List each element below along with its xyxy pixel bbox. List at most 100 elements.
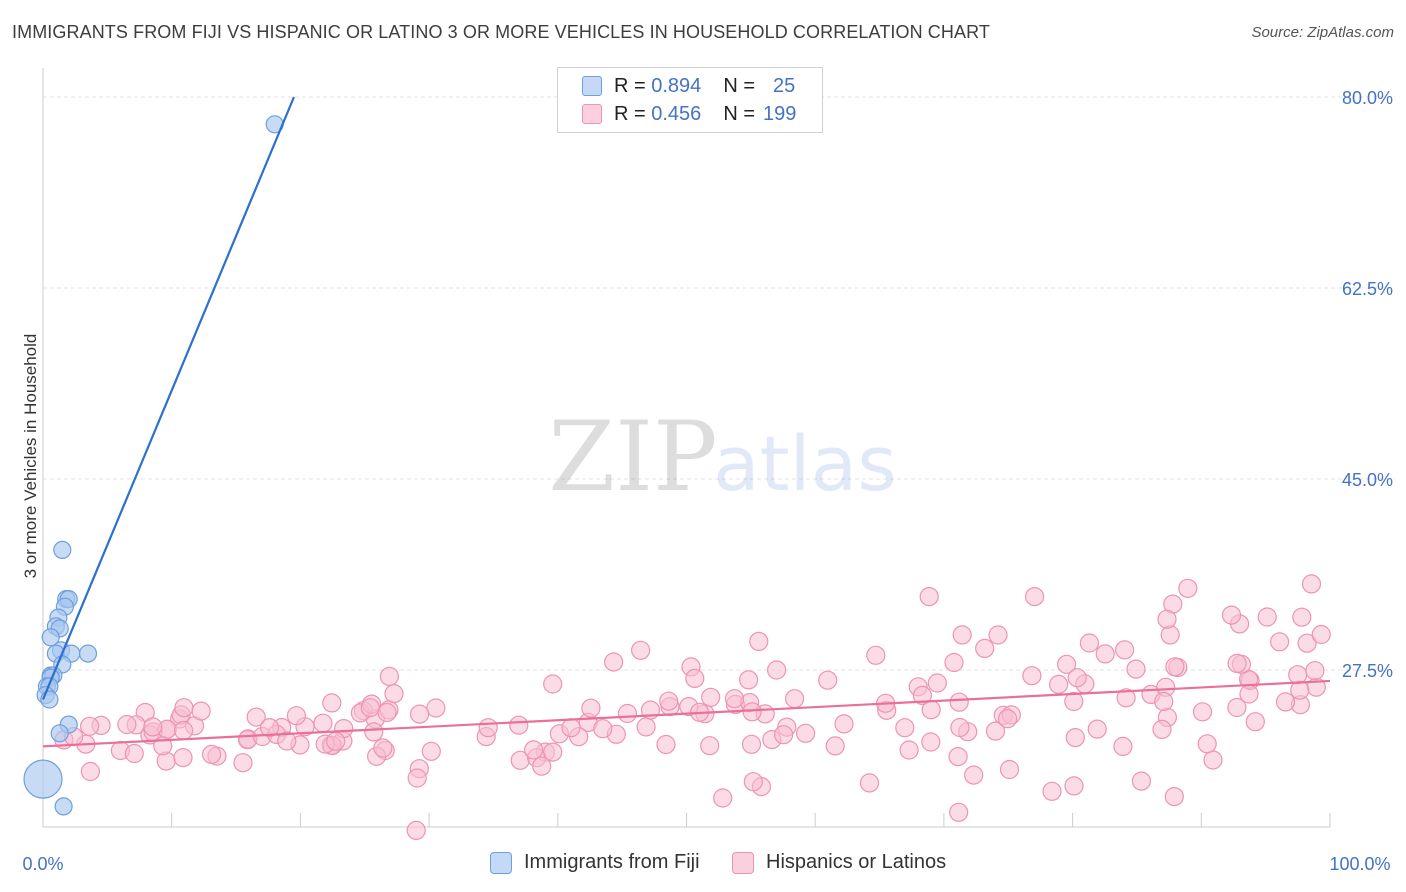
hispanic-point <box>766 660 787 680</box>
hispanic-point <box>1292 607 1312 627</box>
y-tick-label: 80.0% <box>1342 88 1393 108</box>
hispanic-point <box>581 698 601 718</box>
x-tick-label-min: 0.0% <box>22 854 63 874</box>
hispanic-point <box>246 707 266 727</box>
hispanic-point <box>1297 633 1317 653</box>
y-tick-label: 62.5% <box>1342 279 1393 299</box>
hispanic-point <box>773 725 794 745</box>
legend-n-label: N = <box>723 102 755 125</box>
hispanic-point <box>630 640 651 660</box>
hispanic-point <box>373 738 393 758</box>
hispanic-point <box>1087 719 1107 739</box>
hispanic-point <box>1131 771 1152 791</box>
hispanic-point <box>700 736 720 756</box>
hispanic-point <box>1157 609 1177 629</box>
hispanic-point <box>593 719 613 739</box>
hispanic-point <box>948 746 968 767</box>
hispanic-point <box>1227 653 1247 674</box>
hispanic-point <box>561 718 581 738</box>
hispanic-trend-line <box>42 679 1331 748</box>
legend-swatch-fiji <box>582 76 602 96</box>
y-tick-labels: 27.5% 45.0% 62.5% 80.0% <box>1342 88 1393 681</box>
series-hispanic-points <box>54 574 1331 841</box>
hispanic-point <box>379 666 399 687</box>
hispanic-point <box>656 734 676 755</box>
hispanic-point <box>818 670 838 690</box>
hispanic-point <box>1048 674 1069 695</box>
hispanic-point <box>749 631 769 652</box>
hispanic-point <box>1160 625 1180 645</box>
hispanic-point <box>421 741 441 761</box>
hispanic-point <box>1178 578 1198 598</box>
hispanic-point <box>713 788 733 808</box>
hispanic-point <box>384 683 404 704</box>
hispanic-point <box>741 734 762 754</box>
hispanic-point <box>543 742 563 762</box>
hispanic-point <box>377 702 397 723</box>
hispanic-point <box>191 701 211 721</box>
hispanic-point <box>825 736 845 756</box>
chart-title: IMMIGRANTS FROM FIJI VS HISPANIC OR LATI… <box>12 22 990 42</box>
source-label: Source: ZipAtlas.com <box>1251 24 1394 41</box>
hispanic-point <box>173 747 193 768</box>
hispanic-point <box>1064 691 1084 712</box>
hispanic-point <box>659 691 679 711</box>
hispanic-point <box>124 743 144 764</box>
hispanic-point <box>912 685 933 706</box>
watermark-atlas: atlas <box>713 419 897 508</box>
hispanic-point <box>478 718 498 738</box>
hispanic-point <box>949 802 969 822</box>
hispanic-point <box>1301 574 1322 594</box>
hispanic-point <box>999 759 1020 780</box>
hispanic-point <box>532 756 552 776</box>
bottom-legend-swatch-fiji <box>490 851 512 874</box>
fiji-point <box>50 724 69 743</box>
hispanic-point <box>985 721 1006 741</box>
legend-r-value-hispanic: 0.456 <box>651 102 702 125</box>
legend-r-label: R = <box>614 74 646 97</box>
hispanic-point <box>1154 691 1174 712</box>
legend-n-label: N = <box>723 74 755 97</box>
hispanic-point <box>202 744 222 765</box>
x-tick-label-max: 100.0% <box>1329 854 1390 874</box>
hispanic-point <box>738 670 759 690</box>
legend-r-value-fiji: 0.894 <box>651 74 702 97</box>
hispanic-point <box>1095 644 1115 664</box>
hispanic-point <box>899 740 919 760</box>
hispanic-point <box>1042 781 1062 801</box>
hispanic-point <box>952 625 972 645</box>
hispanic-point <box>997 709 1018 729</box>
hispanic-point <box>950 717 970 738</box>
hispanic-point <box>1197 734 1217 754</box>
hispanic-point <box>1239 684 1259 704</box>
hispanic-point <box>1311 624 1331 645</box>
hispanic-point <box>927 673 947 693</box>
hispanic-point <box>975 638 995 659</box>
hispanic-point <box>743 772 763 792</box>
hispanic-point <box>919 586 939 607</box>
hispanic-point <box>1257 607 1277 627</box>
hispanic-point <box>259 717 280 738</box>
hispanic-point <box>742 702 762 722</box>
hispanic-point <box>1288 665 1308 685</box>
hispanic-point <box>360 698 380 718</box>
hispanic-point <box>1245 712 1265 732</box>
hispanic-point <box>1275 692 1296 712</box>
y-tick-label: 27.5% <box>1342 661 1393 681</box>
bottom-legend-fiji: Immigrants from Fiji <box>490 851 700 874</box>
bottom-legend-swatch-hispanic <box>732 851 754 874</box>
fiji-point <box>78 644 98 663</box>
y-axis-label: 3 or more Vehicles in Household <box>21 334 40 579</box>
fiji-point <box>41 628 60 647</box>
hispanic-point <box>1067 668 1087 688</box>
hispanic-point <box>406 820 426 841</box>
hispanic-point <box>724 689 745 709</box>
hispanic-point <box>701 687 721 707</box>
hispanic-point <box>79 716 100 736</box>
hispanic-point <box>509 715 529 735</box>
hispanic-point <box>1065 727 1085 748</box>
hispanic-point <box>603 652 624 672</box>
legend-row-hispanic: R = 0.456 N = 199 <box>582 101 796 127</box>
hispanic-point <box>1152 719 1172 740</box>
hispanic-point <box>523 740 544 760</box>
